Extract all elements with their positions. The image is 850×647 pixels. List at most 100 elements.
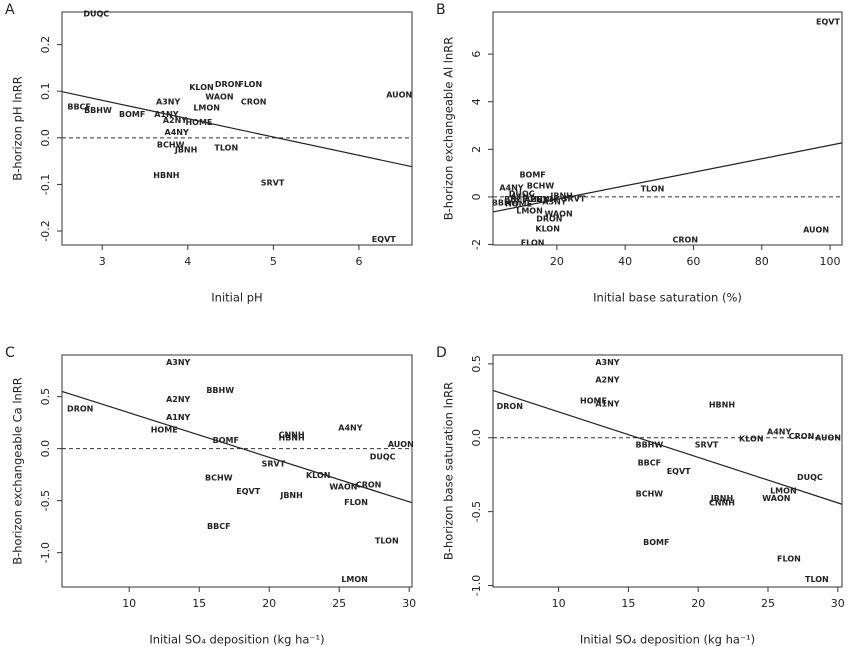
x-tick-label: 20	[691, 597, 705, 610]
point-label: SRVT	[695, 441, 719, 450]
point-label: DUQC	[797, 473, 823, 482]
point-label: DRON	[536, 214, 562, 223]
point-label: HBNH	[530, 195, 556, 204]
x-tick-label: 6	[355, 255, 362, 268]
point-label: HBNH	[153, 171, 179, 180]
y-axis-label: B-horizon exchangeable Ca lnRR	[11, 377, 25, 565]
point-label: WAON	[762, 494, 790, 503]
point-label: AUON	[386, 90, 412, 99]
x-tick-label: 30	[831, 597, 845, 610]
panel-letter: D	[436, 345, 447, 361]
x-tick-label: 10	[122, 597, 136, 610]
point-label: A2NY	[524, 195, 548, 204]
point-label: KLON	[739, 435, 764, 444]
point-label: BOMF	[119, 110, 145, 119]
point-label: HOME	[185, 118, 212, 127]
point-label: A1NY	[154, 110, 178, 119]
x-axis-label: Initial SO₄ deposition (kg ha⁻¹)	[149, 633, 324, 647]
x-axis-label: Initial pH	[211, 291, 262, 305]
point-label: DRON	[497, 402, 523, 411]
point-label: BCHW	[157, 140, 185, 149]
point-label: KLON	[189, 83, 214, 92]
point-label: KLON	[535, 224, 560, 233]
point-label: BCHW	[636, 489, 664, 498]
point-label: A1NY	[166, 413, 190, 422]
y-tick-label: 0.5	[39, 388, 52, 406]
point-label: DUQC	[370, 452, 396, 461]
y-tick-label: 6	[470, 51, 483, 58]
point-label: BBHW	[84, 106, 112, 115]
point-label: CNNH	[709, 498, 735, 507]
fit-line	[492, 389, 843, 505]
point-label: A4NY	[767, 427, 791, 436]
point-label: A3NY	[542, 197, 566, 206]
point-label: A2NY	[163, 116, 187, 125]
point-label: KLON	[306, 471, 331, 480]
point-label: A4NY	[499, 183, 523, 192]
panel-letter: C	[5, 345, 15, 361]
point-label: TLON	[805, 575, 829, 584]
x-tick-label: 15	[621, 597, 635, 610]
y-tick-label: 4	[470, 98, 483, 105]
y-axis-label: B-horizon base saturation lnRR	[442, 382, 456, 560]
point-label: JBNH	[279, 491, 302, 500]
x-tick-label: 80	[755, 255, 769, 268]
point-label: DUQC	[509, 189, 535, 198]
y-tick-label: -1.0	[470, 575, 483, 596]
y-tick-label: 0.5	[470, 355, 483, 373]
point-label: BBCF	[638, 458, 662, 467]
point-label: SRVT	[261, 179, 285, 188]
point-label: BBCF	[67, 103, 91, 112]
y-tick-label: 0.0	[39, 440, 52, 458]
fit-line	[61, 390, 413, 504]
point-label: A4NY	[338, 423, 362, 432]
x-tick-label: 5	[270, 255, 277, 268]
x-tick-label: 3	[99, 255, 106, 268]
point-label: HBNH	[279, 434, 305, 443]
point-label: BBHW	[206, 386, 234, 395]
point-label: EQVT	[816, 17, 840, 26]
point-label: JBNH	[174, 145, 197, 154]
point-label: A3NY	[156, 97, 180, 106]
point-label: LMON	[341, 575, 368, 584]
y-tick-label: 0.0	[470, 429, 483, 447]
plot-frame	[61, 354, 413, 588]
plot-frame	[61, 11, 413, 246]
point-label: WAON	[544, 209, 572, 218]
point-label: EQVT	[236, 487, 260, 496]
y-tick-label: -2	[470, 239, 483, 250]
point-label: BCHW	[527, 181, 555, 190]
y-tick-label: 0.2	[39, 36, 52, 54]
y-tick-label: 0.0	[39, 129, 52, 147]
point-label: DRON	[215, 80, 241, 89]
point-label: CNNH	[279, 431, 305, 440]
x-tick-label: 4	[184, 255, 191, 268]
point-label: CRON	[356, 481, 382, 490]
point-label: FLON	[777, 554, 801, 563]
point-label: HBNH	[709, 401, 735, 410]
point-label: BOMF	[643, 538, 669, 547]
point-label: CRON	[789, 432, 815, 441]
x-tick-label: 30	[402, 597, 416, 610]
x-tick-label: 20	[262, 597, 276, 610]
point-label: JBNH	[549, 191, 572, 200]
y-tick-label: -0.5	[470, 501, 483, 522]
x-tick-label: 25	[332, 597, 346, 610]
y-tick-label: -0.2	[39, 220, 52, 241]
x-tick-label: 10	[552, 597, 566, 610]
x-tick-label: 15	[192, 597, 206, 610]
panel-letter: B	[436, 2, 446, 18]
point-label: LMON	[516, 206, 543, 215]
point-label: WAON	[329, 483, 357, 492]
point-label: DUQC	[83, 9, 109, 18]
point-label: WAON	[205, 92, 233, 101]
y-tick-label: 2	[470, 146, 483, 153]
point-label: BBHW	[492, 198, 520, 207]
x-axis-label: Initial SO₄ deposition (kg ha⁻¹)	[580, 633, 755, 647]
point-label: LMON	[193, 103, 220, 112]
point-label: SRVT	[562, 194, 586, 203]
point-label: FLON	[521, 238, 545, 247]
point-label: A1NY	[595, 399, 619, 408]
y-axis-label: B-horizon pH lnRR	[11, 76, 25, 180]
